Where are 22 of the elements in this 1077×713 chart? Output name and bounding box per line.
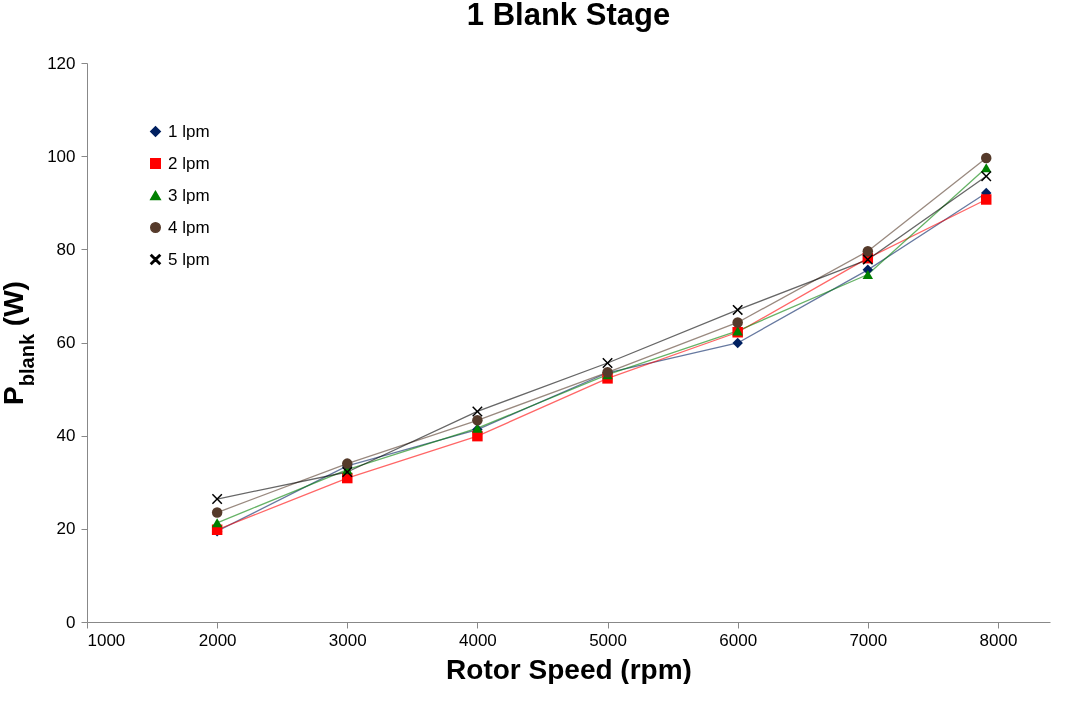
y-tick-label: 40 (56, 426, 76, 446)
y-tick-label: 20 (56, 519, 76, 539)
x-tick-label: 8000 (979, 630, 1018, 650)
y-tick-label: 100 (47, 146, 76, 166)
legend-label: 5 lpm (168, 249, 210, 269)
chart-title: 1 Blank Stage (466, 0, 671, 32)
x-tick-label: 5000 (589, 630, 627, 650)
legend-label: 4 lpm (168, 217, 210, 237)
y-tick-label: 0 (66, 612, 76, 632)
x-axis-title: Rotor Speed (rpm) (446, 653, 692, 685)
y-tick-label: 80 (56, 239, 76, 259)
x-tick-label: 2000 (198, 630, 237, 650)
legend-label: 3 lpm (168, 185, 210, 205)
legend-label: 2 lpm (168, 153, 210, 173)
y-tick-label: 120 (47, 53, 76, 73)
x-tick-label: 6000 (719, 630, 758, 650)
legend-label: 1 lpm (168, 121, 210, 141)
x-tick-label: 4000 (458, 630, 497, 650)
x-tick-label: 7000 (849, 630, 888, 650)
x-tick-label: 3000 (328, 630, 367, 650)
x-tick-label: 1000 (87, 630, 126, 650)
y-tick-label: 60 (56, 333, 76, 352)
